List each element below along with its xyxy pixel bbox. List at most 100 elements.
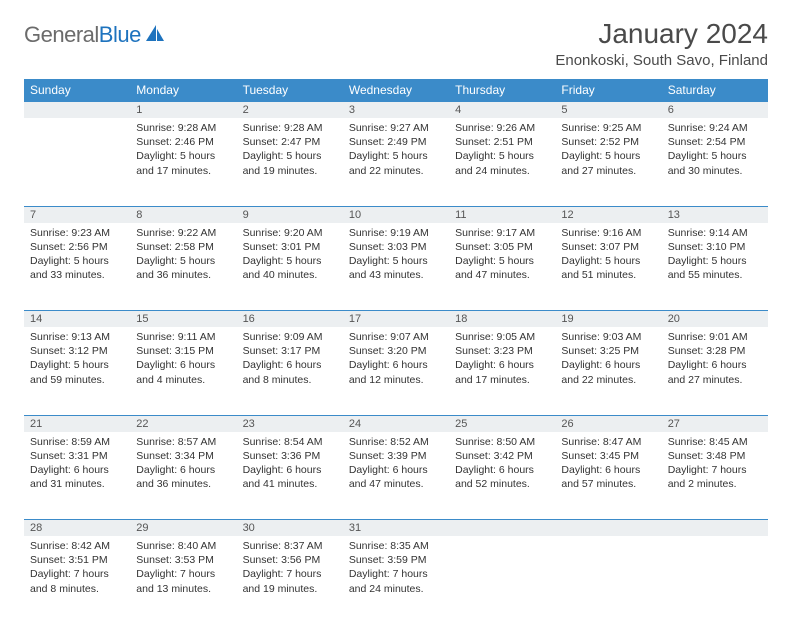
day-cell: Sunrise: 9:19 AMSunset: 3:03 PMDaylight:… (343, 223, 449, 311)
day-cell-body: Sunrise: 9:22 AMSunset: 2:58 PMDaylight:… (130, 223, 236, 289)
sunset-text: Sunset: 3:42 PM (455, 449, 549, 463)
daylight-text: Daylight: 6 hours and 47 minutes. (349, 463, 443, 491)
logo-part2: Blue (99, 22, 141, 47)
sunrise-text: Sunrise: 8:54 AM (243, 435, 337, 449)
day-cell-body: Sunrise: 9:19 AMSunset: 3:03 PMDaylight:… (343, 223, 449, 289)
day-number-cell (662, 520, 768, 537)
day-number-cell: 20 (662, 311, 768, 328)
daylight-text: Daylight: 6 hours and 12 minutes. (349, 358, 443, 386)
daylight-text: Daylight: 5 hours and 43 minutes. (349, 254, 443, 282)
day-number-cell: 28 (24, 520, 130, 537)
day-number-cell: 31 (343, 520, 449, 537)
sunset-text: Sunset: 3:10 PM (668, 240, 762, 254)
day-cell: Sunrise: 9:22 AMSunset: 2:58 PMDaylight:… (130, 223, 236, 311)
sunrise-text: Sunrise: 9:28 AM (243, 121, 337, 135)
day-cell-body: Sunrise: 9:28 AMSunset: 2:46 PMDaylight:… (130, 118, 236, 184)
day-number-cell: 30 (237, 520, 343, 537)
daynum-row: 78910111213 (24, 206, 768, 223)
daylight-text: Daylight: 6 hours and 41 minutes. (243, 463, 337, 491)
sunset-text: Sunset: 3:53 PM (136, 553, 230, 567)
daylight-text: Daylight: 6 hours and 8 minutes. (243, 358, 337, 386)
sunset-text: Sunset: 3:15 PM (136, 344, 230, 358)
logo: GeneralBlue (24, 22, 166, 48)
daylight-text: Daylight: 6 hours and 4 minutes. (136, 358, 230, 386)
day-cell-body: Sunrise: 8:37 AMSunset: 3:56 PMDaylight:… (237, 536, 343, 602)
day-number-cell: 21 (24, 415, 130, 432)
day-number-cell: 17 (343, 311, 449, 328)
daylight-text: Daylight: 7 hours and 24 minutes. (349, 567, 443, 595)
sunset-text: Sunset: 3:34 PM (136, 449, 230, 463)
day-header: Wednesday (343, 79, 449, 102)
day-cell: Sunrise: 8:45 AMSunset: 3:48 PMDaylight:… (662, 432, 768, 520)
day-number-cell: 9 (237, 206, 343, 223)
sunrise-text: Sunrise: 9:09 AM (243, 330, 337, 344)
day-cell-body: Sunrise: 9:14 AMSunset: 3:10 PMDaylight:… (662, 223, 768, 289)
day-number-cell (24, 102, 130, 119)
daylight-text: Daylight: 5 hours and 59 minutes. (30, 358, 124, 386)
day-number-cell: 12 (555, 206, 661, 223)
day-cell-body: Sunrise: 9:26 AMSunset: 2:51 PMDaylight:… (449, 118, 555, 184)
day-cell: Sunrise: 8:52 AMSunset: 3:39 PMDaylight:… (343, 432, 449, 520)
sunrise-text: Sunrise: 9:01 AM (668, 330, 762, 344)
day-cell: Sunrise: 9:07 AMSunset: 3:20 PMDaylight:… (343, 327, 449, 415)
sunrise-text: Sunrise: 9:16 AM (561, 226, 655, 240)
sunset-text: Sunset: 3:17 PM (243, 344, 337, 358)
day-cell: Sunrise: 8:35 AMSunset: 3:59 PMDaylight:… (343, 536, 449, 624)
calendar-body: 123456Sunrise: 9:28 AMSunset: 2:46 PMDay… (24, 102, 768, 624)
day-body-row: Sunrise: 9:13 AMSunset: 3:12 PMDaylight:… (24, 327, 768, 415)
sunset-text: Sunset: 3:45 PM (561, 449, 655, 463)
day-body-row: Sunrise: 9:28 AMSunset: 2:46 PMDaylight:… (24, 118, 768, 206)
sunset-text: Sunset: 3:20 PM (349, 344, 443, 358)
daynum-row: 123456 (24, 102, 768, 119)
sunrise-text: Sunrise: 8:59 AM (30, 435, 124, 449)
sunrise-text: Sunrise: 8:50 AM (455, 435, 549, 449)
sunset-text: Sunset: 3:48 PM (668, 449, 762, 463)
day-cell: Sunrise: 8:40 AMSunset: 3:53 PMDaylight:… (130, 536, 236, 624)
sunset-text: Sunset: 3:05 PM (455, 240, 549, 254)
day-cell (555, 536, 661, 624)
sunrise-text: Sunrise: 8:40 AM (136, 539, 230, 553)
day-cell: Sunrise: 9:17 AMSunset: 3:05 PMDaylight:… (449, 223, 555, 311)
sunrise-text: Sunrise: 9:23 AM (30, 226, 124, 240)
sunrise-text: Sunrise: 8:47 AM (561, 435, 655, 449)
daylight-text: Daylight: 5 hours and 55 minutes. (668, 254, 762, 282)
day-number-cell: 3 (343, 102, 449, 119)
day-cell-body: Sunrise: 9:28 AMSunset: 2:47 PMDaylight:… (237, 118, 343, 184)
day-cell: Sunrise: 9:01 AMSunset: 3:28 PMDaylight:… (662, 327, 768, 415)
day-header-row: Sunday Monday Tuesday Wednesday Thursday… (24, 79, 768, 102)
sunrise-text: Sunrise: 9:17 AM (455, 226, 549, 240)
sunset-text: Sunset: 3:59 PM (349, 553, 443, 567)
day-number-cell: 23 (237, 415, 343, 432)
day-number-cell: 27 (662, 415, 768, 432)
sunset-text: Sunset: 2:54 PM (668, 135, 762, 149)
day-cell-body: Sunrise: 9:01 AMSunset: 3:28 PMDaylight:… (662, 327, 768, 393)
daynum-row: 14151617181920 (24, 311, 768, 328)
day-cell: Sunrise: 9:27 AMSunset: 2:49 PMDaylight:… (343, 118, 449, 206)
sunset-text: Sunset: 3:51 PM (30, 553, 124, 567)
sail-icon (144, 23, 166, 48)
day-cell: Sunrise: 9:05 AMSunset: 3:23 PMDaylight:… (449, 327, 555, 415)
day-cell-body: Sunrise: 9:09 AMSunset: 3:17 PMDaylight:… (237, 327, 343, 393)
sunrise-text: Sunrise: 9:22 AM (136, 226, 230, 240)
sunset-text: Sunset: 2:52 PM (561, 135, 655, 149)
page-header: GeneralBlue January 2024 Enonkoski, Sout… (24, 18, 768, 69)
sunrise-text: Sunrise: 8:42 AM (30, 539, 124, 553)
day-header: Thursday (449, 79, 555, 102)
sunrise-text: Sunrise: 9:27 AM (349, 121, 443, 135)
day-cell-body: Sunrise: 8:50 AMSunset: 3:42 PMDaylight:… (449, 432, 555, 498)
day-cell: Sunrise: 9:20 AMSunset: 3:01 PMDaylight:… (237, 223, 343, 311)
day-number-cell: 22 (130, 415, 236, 432)
daynum-row: 21222324252627 (24, 415, 768, 432)
daylight-text: Daylight: 6 hours and 27 minutes. (668, 358, 762, 386)
day-body-row: Sunrise: 9:23 AMSunset: 2:56 PMDaylight:… (24, 223, 768, 311)
sunrise-text: Sunrise: 8:37 AM (243, 539, 337, 553)
day-header: Friday (555, 79, 661, 102)
day-number-cell: 16 (237, 311, 343, 328)
daylight-text: Daylight: 7 hours and 2 minutes. (668, 463, 762, 491)
day-cell: Sunrise: 8:54 AMSunset: 3:36 PMDaylight:… (237, 432, 343, 520)
day-number-cell: 14 (24, 311, 130, 328)
daylight-text: Daylight: 6 hours and 52 minutes. (455, 463, 549, 491)
day-number-cell (555, 520, 661, 537)
daylight-text: Daylight: 7 hours and 19 minutes. (243, 567, 337, 595)
day-cell: Sunrise: 8:42 AMSunset: 3:51 PMDaylight:… (24, 536, 130, 624)
